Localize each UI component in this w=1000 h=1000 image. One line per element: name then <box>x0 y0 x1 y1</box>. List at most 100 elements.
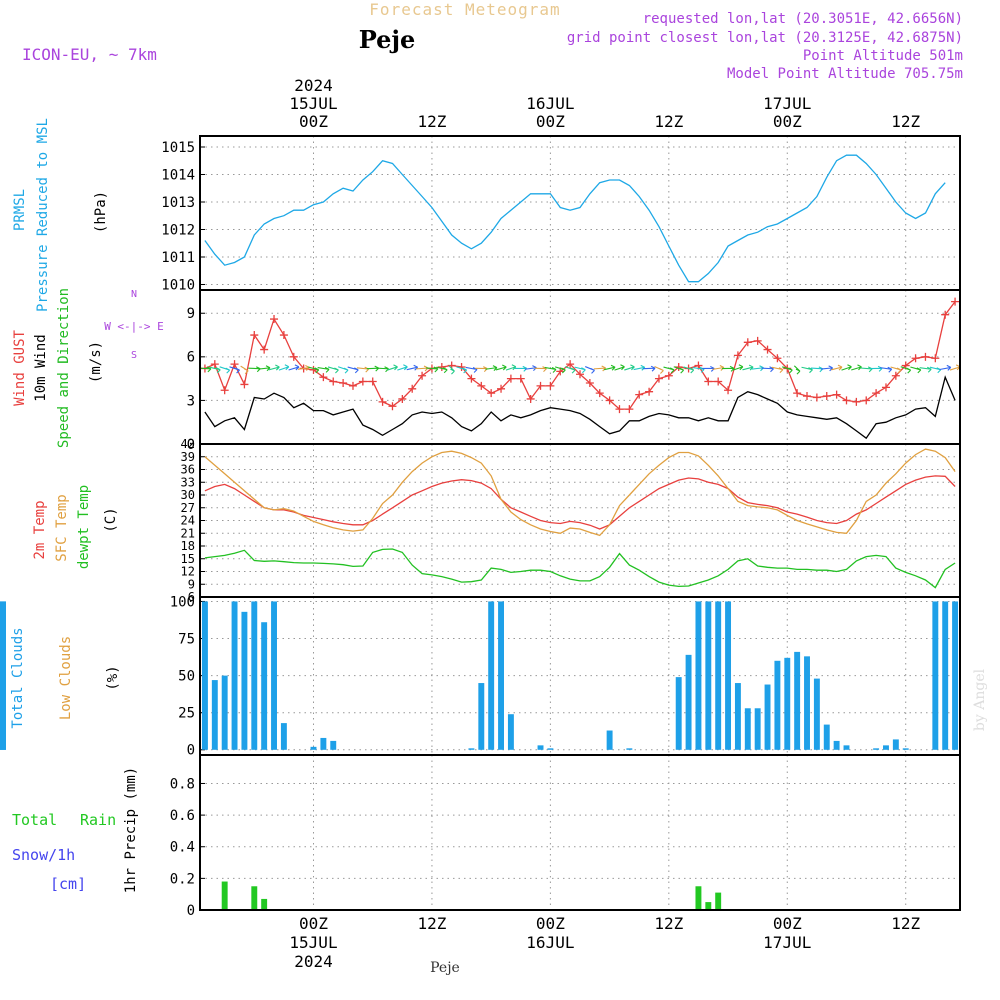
wind-direction-arrow <box>356 366 370 373</box>
pressure-ylabel: (hPa) <box>93 191 109 233</box>
wind-direction-arrow <box>771 366 784 373</box>
gust-point <box>891 371 900 380</box>
temperature-ytick-label: 15 <box>181 552 195 566</box>
wind-direction-arrow <box>593 365 607 372</box>
wind-direction-arrow <box>851 364 862 371</box>
gust-point <box>733 351 742 360</box>
temperature-ytick-label: 21 <box>181 526 195 540</box>
clouds-bar <box>813 678 820 750</box>
temperature-ytick-label: 33 <box>181 475 195 489</box>
clouds-bar <box>725 601 732 750</box>
wind-ytick-label: 3 <box>187 393 195 409</box>
cloud-labels: Total Clouds Low Clouds (%) <box>10 627 121 728</box>
clouds-bar <box>488 601 495 750</box>
bottom-year-label: 2024 <box>294 952 333 971</box>
pressure-ytick-label: 1011 <box>161 250 195 266</box>
gust-point <box>230 360 239 369</box>
gust-point <box>408 384 417 393</box>
gust-point <box>803 392 812 401</box>
top-hour-label: 00Z <box>536 112 565 131</box>
wind-direction-arrow <box>782 366 793 374</box>
gust-point <box>635 390 644 399</box>
gust-point <box>260 345 269 354</box>
gust-point <box>477 381 486 390</box>
clouds-ytick-label: 25 <box>178 706 195 722</box>
compass-north: N <box>131 289 137 300</box>
wind-direction-arrow <box>793 365 801 375</box>
temp-ylabel: (C) <box>103 507 119 532</box>
wind-direction-arrow <box>347 366 359 374</box>
wind-direction-arrow <box>387 364 398 371</box>
wind-direction-arrow <box>258 365 271 372</box>
gust-point <box>210 360 219 369</box>
temperature-ytick-label: 42 <box>181 437 195 451</box>
temperature-series-1 <box>204 448 956 537</box>
wind-direction-arrow <box>722 365 735 372</box>
clouds-bar <box>932 601 939 750</box>
temperature-ytick-label: 18 <box>181 539 195 553</box>
gust-point <box>664 371 673 380</box>
wind-direction-arrow <box>732 364 744 371</box>
clouds-bar <box>271 601 277 750</box>
pressure-ytick-label: 1010 <box>161 277 195 293</box>
wind-direction-arrow <box>624 364 635 371</box>
clouds-bar <box>0 601 6 750</box>
wind-direction-arrow <box>820 365 834 372</box>
wind-direction-arrow <box>692 366 705 373</box>
gust-point <box>240 380 249 389</box>
gust-point <box>842 396 851 405</box>
gust-point <box>289 352 298 361</box>
clouds-bar <box>744 708 751 750</box>
gust-point <box>437 363 446 371</box>
clouds-ytick-label: 100 <box>170 594 195 610</box>
bottom-date-label: 17JUL <box>763 933 811 952</box>
clouds-bar <box>547 748 554 750</box>
gust-point <box>625 405 634 414</box>
wind-direction-arrow <box>337 366 349 374</box>
wind-direction-arrow <box>900 366 912 374</box>
bottom-date-label: 16JUL <box>526 933 574 952</box>
top-date-label: 15JUL <box>289 94 337 113</box>
wind-ylabel: (m/s) <box>88 341 104 383</box>
model-altitude: Model Point Altitude 705.75m <box>727 66 963 82</box>
clouds-ylabel: (%) <box>105 665 121 690</box>
clouds-bar <box>685 654 692 750</box>
gust-point <box>852 397 861 406</box>
wind-direction-arrow <box>880 366 893 373</box>
clouds-ytick-label: 75 <box>178 631 195 647</box>
clouds-bar <box>211 680 218 750</box>
clouds-label-low: Low Clouds <box>58 636 74 720</box>
pressure-ytick-label: 1013 <box>161 195 195 211</box>
top-year-label: 2024 <box>294 76 333 95</box>
compass-south: S <box>131 350 137 361</box>
clouds-bar <box>507 714 514 750</box>
wind-direction-arrow <box>841 364 852 371</box>
temperature-ytick-label: 39 <box>181 450 195 464</box>
temperature-ytick-label: 36 <box>181 463 195 477</box>
wind-direction-arrow <box>485 365 498 372</box>
gust-point <box>457 363 466 371</box>
gust-point <box>645 387 654 396</box>
gust-point <box>526 394 535 403</box>
clouds-bar <box>823 724 830 750</box>
pressure-label-msl: Pressure Reduced to MSL <box>35 118 51 312</box>
top-hour-label: 12Z <box>417 112 446 131</box>
gust-point <box>339 378 348 387</box>
clouds-bar <box>537 745 544 750</box>
gust-point <box>822 392 831 401</box>
gust-point <box>418 371 427 380</box>
clouds-bar <box>883 745 889 750</box>
wind-direction-arrow <box>761 366 774 373</box>
temperature-ytick-label: 27 <box>181 501 195 515</box>
compass-west-east: W <-|-> E <box>104 320 164 333</box>
pressure-panel: 1010 1011 1012 1013 1014 1015 <box>161 135 961 293</box>
wind-direction-arrow <box>448 365 455 375</box>
pressure-labels: PRMSL Pressure Reduced to MSL (hPa) <box>12 118 109 312</box>
temperature-ytick-label: 24 <box>181 514 195 528</box>
wind-labels: Wind GUST 10m Wind Speed and Direction (… <box>12 288 164 448</box>
wind-panel: 0 3 6 9 <box>187 290 961 453</box>
